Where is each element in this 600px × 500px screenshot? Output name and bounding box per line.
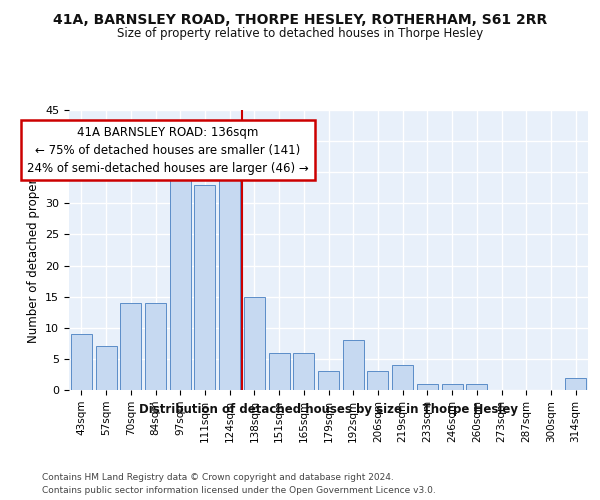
Bar (367, 372, 388, 390)
Bar (194, 184, 215, 390)
Bar (219, 172, 240, 390)
Text: Contains HM Land Registry data © Crown copyright and database right 2024.: Contains HM Land Registry data © Crown c… (42, 472, 394, 482)
Bar (565, 378, 586, 390)
Text: 41A BARNSLEY ROAD: 136sqm
← 75% of detached houses are smaller (141)
24% of semi: 41A BARNSLEY ROAD: 136sqm ← 75% of detac… (27, 126, 309, 174)
Bar (318, 372, 339, 390)
Bar (392, 365, 413, 390)
Y-axis label: Number of detached properties: Number of detached properties (26, 157, 40, 343)
Bar (244, 296, 265, 390)
Bar (442, 384, 463, 390)
Text: Size of property relative to detached houses in Thorpe Hesley: Size of property relative to detached ho… (117, 28, 483, 40)
Text: 41A, BARNSLEY ROAD, THORPE HESLEY, ROTHERHAM, S61 2RR: 41A, BARNSLEY ROAD, THORPE HESLEY, ROTHE… (53, 12, 547, 26)
Bar (343, 340, 364, 390)
Bar (71, 334, 92, 390)
Bar (170, 178, 191, 390)
Bar (120, 303, 141, 390)
Text: Contains public sector information licensed under the Open Government Licence v3: Contains public sector information licen… (42, 486, 436, 495)
Bar (269, 352, 290, 390)
Text: Distribution of detached houses by size in Thorpe Hesley: Distribution of detached houses by size … (139, 402, 518, 415)
Bar (293, 352, 314, 390)
Bar (466, 384, 487, 390)
Bar (95, 346, 116, 390)
Bar (417, 384, 438, 390)
Bar (145, 303, 166, 390)
